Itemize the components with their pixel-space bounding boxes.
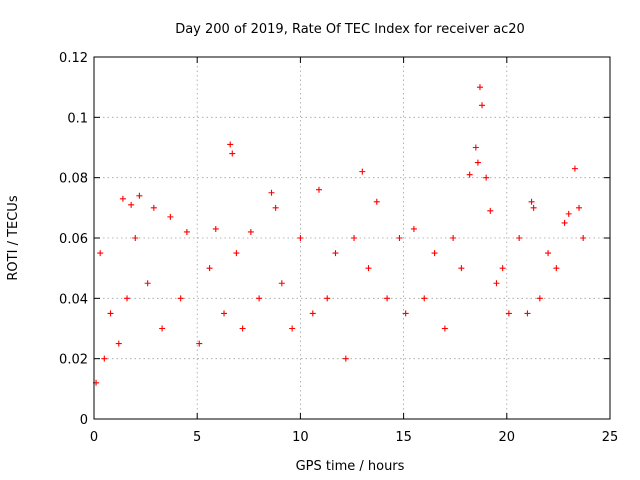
y-tick-label: 0.1	[67, 111, 88, 126]
data-point	[450, 235, 457, 241]
y-tick-label: 0.04	[59, 292, 88, 307]
data-point	[487, 207, 494, 214]
data-point	[272, 204, 279, 211]
data-point	[101, 355, 108, 362]
y-tick-label: 0	[80, 413, 88, 428]
data-point	[402, 310, 409, 317]
data-point	[150, 204, 157, 211]
data-point	[132, 235, 139, 241]
data-point	[410, 225, 417, 232]
data-point	[289, 325, 296, 332]
data-point	[233, 250, 240, 257]
data-point	[196, 340, 203, 347]
data-point	[516, 235, 523, 241]
data-point	[297, 235, 304, 241]
data-point	[247, 228, 254, 235]
data-point	[553, 265, 560, 272]
data-point	[324, 295, 331, 302]
data-point	[536, 295, 543, 302]
data-point	[159, 325, 166, 332]
data-point	[309, 310, 316, 317]
data-point	[396, 235, 403, 241]
data-point	[144, 280, 151, 287]
data-point	[441, 325, 448, 332]
data-point	[524, 310, 531, 317]
data-points	[93, 84, 587, 386]
x-tick-labels: 0 5 10 15 20 25	[90, 430, 618, 445]
data-point	[115, 340, 122, 347]
data-point	[476, 84, 483, 91]
data-point	[229, 150, 236, 157]
x-tick-label: 15	[395, 430, 412, 445]
data-point	[472, 144, 479, 151]
data-point	[474, 159, 481, 166]
data-point	[183, 228, 190, 235]
data-point	[466, 171, 473, 178]
data-point	[342, 355, 349, 362]
data-point	[458, 265, 465, 272]
y-tick-label: 0.12	[59, 51, 88, 66]
data-point	[373, 198, 380, 205]
data-point	[384, 295, 391, 302]
data-point	[505, 310, 512, 317]
data-point	[493, 280, 500, 287]
x-tick-label: 0	[90, 430, 98, 445]
data-point	[571, 165, 578, 172]
data-point	[124, 295, 131, 302]
data-point	[167, 213, 174, 220]
data-point	[227, 141, 234, 148]
x-tick-label: 25	[602, 430, 619, 445]
data-point	[256, 295, 263, 302]
data-point	[315, 186, 322, 193]
x-axis-label: GPS time / hours	[296, 459, 405, 474]
data-point	[431, 250, 438, 257]
data-point	[97, 250, 104, 257]
data-point	[528, 198, 535, 205]
y-axis-label: ROTI / TECUs	[6, 195, 21, 280]
data-point	[136, 192, 143, 199]
y-tick-label: 0.08	[59, 172, 88, 187]
data-point	[530, 204, 537, 211]
data-point	[268, 189, 275, 196]
data-point	[576, 204, 583, 211]
y-tick-label: 0.02	[59, 353, 88, 368]
data-point	[119, 195, 126, 202]
data-point	[565, 210, 572, 217]
data-point	[483, 174, 490, 181]
data-point	[499, 265, 506, 272]
y-tick-label: 0.06	[59, 232, 88, 247]
y-tick-labels: 0 0.02 0.04 0.06 0.08 0.1 0.12	[59, 51, 88, 428]
data-point	[278, 280, 285, 287]
data-point	[177, 295, 184, 302]
data-point	[561, 219, 568, 226]
data-point	[365, 265, 372, 272]
data-point	[221, 310, 228, 317]
data-point	[421, 295, 428, 302]
data-point	[359, 168, 366, 175]
data-point	[128, 201, 135, 208]
axis-ticks	[93, 56, 611, 420]
data-point	[107, 310, 114, 317]
data-point	[212, 225, 219, 232]
data-point	[351, 235, 358, 241]
x-tick-label: 20	[499, 430, 516, 445]
data-point	[545, 250, 552, 257]
data-point	[479, 102, 486, 109]
data-point	[206, 265, 213, 272]
data-point	[580, 235, 587, 241]
data-point	[239, 325, 246, 332]
data-point	[332, 250, 339, 257]
x-tick-label: 10	[292, 430, 309, 445]
chart-title: Day 200 of 2019, Rate Of TEC Index for r…	[175, 22, 525, 37]
x-tick-label: 5	[193, 430, 201, 445]
